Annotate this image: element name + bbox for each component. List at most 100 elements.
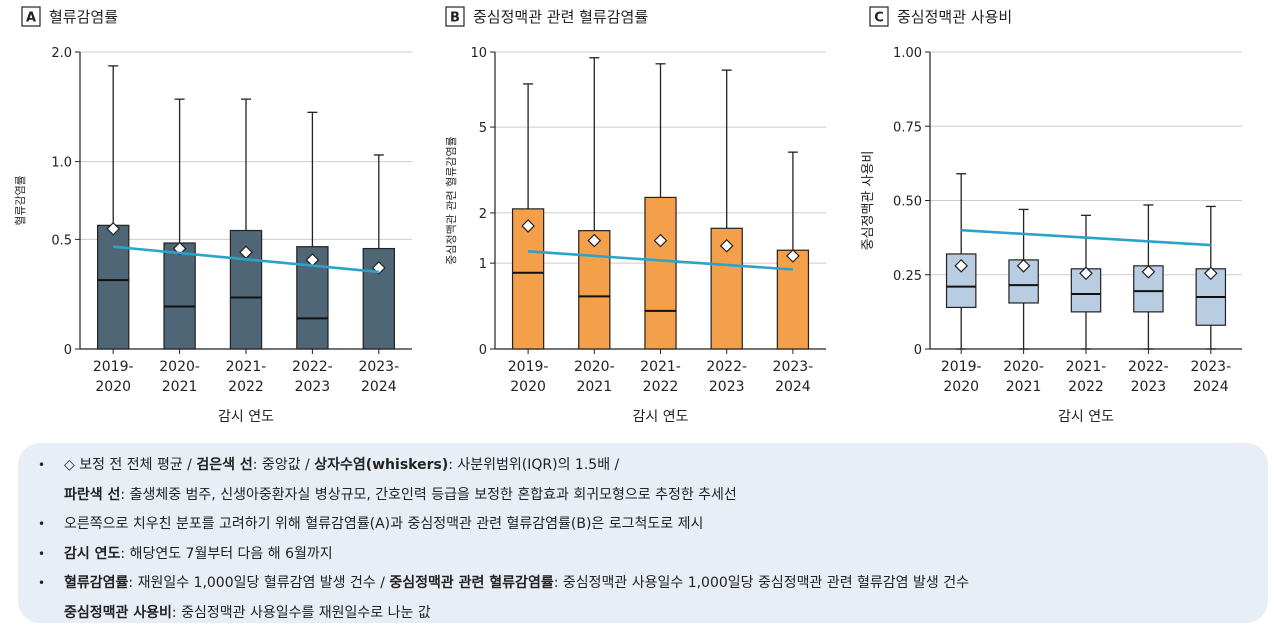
y-tick-label: 0.5 xyxy=(51,233,72,248)
note-text: ◇ 보정 전 전체 평균 / xyxy=(64,457,196,473)
x-tick-label: 2024 xyxy=(361,379,397,395)
note-text: : 중심정맥관 사용일수를 재원일수로 나눈 값 xyxy=(172,605,431,621)
y-axis-label: 중심정맥관 관련 혈류감염률 xyxy=(444,136,458,264)
x-tick-label: 2020 xyxy=(510,379,546,395)
y-tick-label: 0 xyxy=(914,343,922,358)
y-tick-label: 0 xyxy=(64,343,72,358)
x-tick-label: 2022 xyxy=(643,379,679,395)
panel-title: 혈류감염률 xyxy=(49,8,118,26)
notes-list: •◇ 보정 전 전체 평균 / 검은색 선: 중앙값 / 상자수염(whiske… xyxy=(32,451,1250,628)
iqr-box xyxy=(645,197,676,349)
box-4 xyxy=(297,112,328,349)
x-tick-label: 2021- xyxy=(226,359,267,375)
note-text: : 중앙값 / xyxy=(253,457,314,473)
note-item: 파란색 선: 출생체중 범주, 신생아중환자실 병상규모, 간호인력 등급을 보… xyxy=(32,481,1250,511)
x-tick-label: 2023- xyxy=(773,359,814,375)
y-tick-label: 5 xyxy=(479,121,487,136)
box-3 xyxy=(1071,215,1100,349)
bullet-icon: • xyxy=(38,451,45,481)
note-term: 중심정맥관 관련 혈류감염률 xyxy=(389,575,553,591)
box-3 xyxy=(230,99,261,349)
x-tick-label: 2023- xyxy=(358,359,399,375)
note-term: 파란색 선 xyxy=(64,487,120,503)
y-tick-label: 2.0 xyxy=(51,46,72,61)
x-tick-label: 2020- xyxy=(159,359,200,375)
y-tick-label: 10 xyxy=(470,46,487,61)
x-tick-label: 2020- xyxy=(1003,359,1044,375)
y-tick-label: 1 xyxy=(479,257,487,272)
x-tick-label: 2020 xyxy=(95,379,131,395)
y-tick-label: 0 xyxy=(479,343,487,358)
box-3 xyxy=(645,64,676,349)
panel-b: B 중심정맥관 관련 혈류감염률 0 1 2 5 10 중심정맥관 관련 혈류감염률 2019-… xyxy=(444,7,826,425)
box-2 xyxy=(164,99,195,349)
x-axis-label: 감시 연도 xyxy=(633,409,689,425)
x-tick-label: 2023 xyxy=(1131,379,1167,395)
y-axis-label: 혈류감염률 xyxy=(13,175,27,226)
box-5 xyxy=(777,152,808,349)
bullet-icon: • xyxy=(38,540,45,570)
x-tick-label: 2022 xyxy=(228,379,264,395)
x-tick-label: 2022- xyxy=(292,359,333,375)
iqr-box xyxy=(777,250,808,349)
x-tick-label: 2020 xyxy=(943,379,979,395)
panel-letter: C xyxy=(874,11,884,26)
y-tick-label: 1.00 xyxy=(893,46,922,61)
x-tick-label: 2022- xyxy=(706,359,747,375)
x-tick-label: 2022- xyxy=(1128,359,1169,375)
y-tick-label: 1.0 xyxy=(51,156,72,171)
x-tick-label: 2021 xyxy=(162,379,198,395)
panel-title: 중심정맥관 관련 혈류감염률 xyxy=(473,8,648,26)
box-5 xyxy=(363,155,394,349)
bullet-icon: • xyxy=(38,510,45,540)
box-2 xyxy=(579,58,610,349)
x-tick-label: 2020- xyxy=(574,359,615,375)
note-text: : 중심정맥관 사용일수 1,000일당 중심정맥관 관련 혈류감염 발생 건수 xyxy=(554,575,969,591)
note-term: 감시 연도 xyxy=(64,546,120,562)
x-tick-label: 2022 xyxy=(1068,379,1104,395)
iqr-box xyxy=(164,243,195,349)
note-term: 중심정맥관 사용비 xyxy=(64,605,172,621)
note-text: : 사분위범위(IQR)의 1.5배 / xyxy=(448,457,619,473)
note-item: • 오른쪽으로 치우친 분포를 고려하기 위해 혈류감염률(A)과 중심정맥관 관… xyxy=(32,510,1250,540)
x-tick-label: 2021- xyxy=(1066,359,1107,375)
note-text: : 재원일수 1,000일당 혈류감염 발생 건수 / xyxy=(128,575,389,591)
x-tick-label: 2019- xyxy=(93,359,134,375)
x-tick-label: 2024 xyxy=(1193,379,1229,395)
note-item: • 혈류감염률: 재원일수 1,000일당 혈류감염 발생 건수 / 중심정맥관 … xyxy=(32,569,1250,599)
y-tick-label: 2 xyxy=(479,207,487,222)
x-tick-label: 2024 xyxy=(775,379,811,395)
note-term: 검은색 선 xyxy=(196,457,252,473)
bullet-icon: • xyxy=(38,569,45,599)
note-text: : 해당연도 7월부터 다음 해 6월까지 xyxy=(120,546,332,562)
panel-title: 중심정맥관 사용비 xyxy=(897,8,1012,26)
x-tick-label: 2021 xyxy=(576,379,612,395)
iqr-box xyxy=(579,231,610,349)
x-tick-label: 2021- xyxy=(640,359,681,375)
y-tick-label: 0.75 xyxy=(893,120,922,135)
box-4 xyxy=(711,70,742,349)
note-term: 혈류감염률 xyxy=(64,575,128,591)
x-tick-label: 2023 xyxy=(709,379,745,395)
x-tick-label: 2019- xyxy=(941,359,982,375)
x-tick-label: 2021 xyxy=(1006,379,1042,395)
y-tick-label: 0.25 xyxy=(893,269,922,284)
box-5 xyxy=(1196,206,1225,349)
note-text: 오른쪽으로 치우친 분포를 고려하기 위해 혈류감염률(A)과 중심정맥관 관련… xyxy=(64,516,703,532)
x-tick-label: 2023- xyxy=(1190,359,1231,375)
panel-letter: B xyxy=(450,11,460,26)
note-item: 중심정맥관 사용비: 중심정맥관 사용일수를 재원일수로 나눈 값 xyxy=(32,599,1250,628)
note-item: • 감시 연도: 해당연도 7월부터 다음 해 6월까지 xyxy=(32,540,1250,570)
x-axis-label: 감시 연도 xyxy=(218,409,274,425)
iqr-box xyxy=(98,225,129,349)
box-1 xyxy=(513,84,544,349)
figure-notes: •◇ 보정 전 전체 평균 / 검은색 선: 중앙값 / 상자수염(whiske… xyxy=(18,443,1268,623)
y-axis-label: 중심정맥관 사용비 xyxy=(861,151,876,251)
note-item: •◇ 보정 전 전체 평균 / 검은색 선: 중앙값 / 상자수염(whiske… xyxy=(32,451,1250,481)
box-2 xyxy=(1009,209,1038,349)
x-tick-label: 2019- xyxy=(508,359,549,375)
box-1 xyxy=(98,66,129,349)
